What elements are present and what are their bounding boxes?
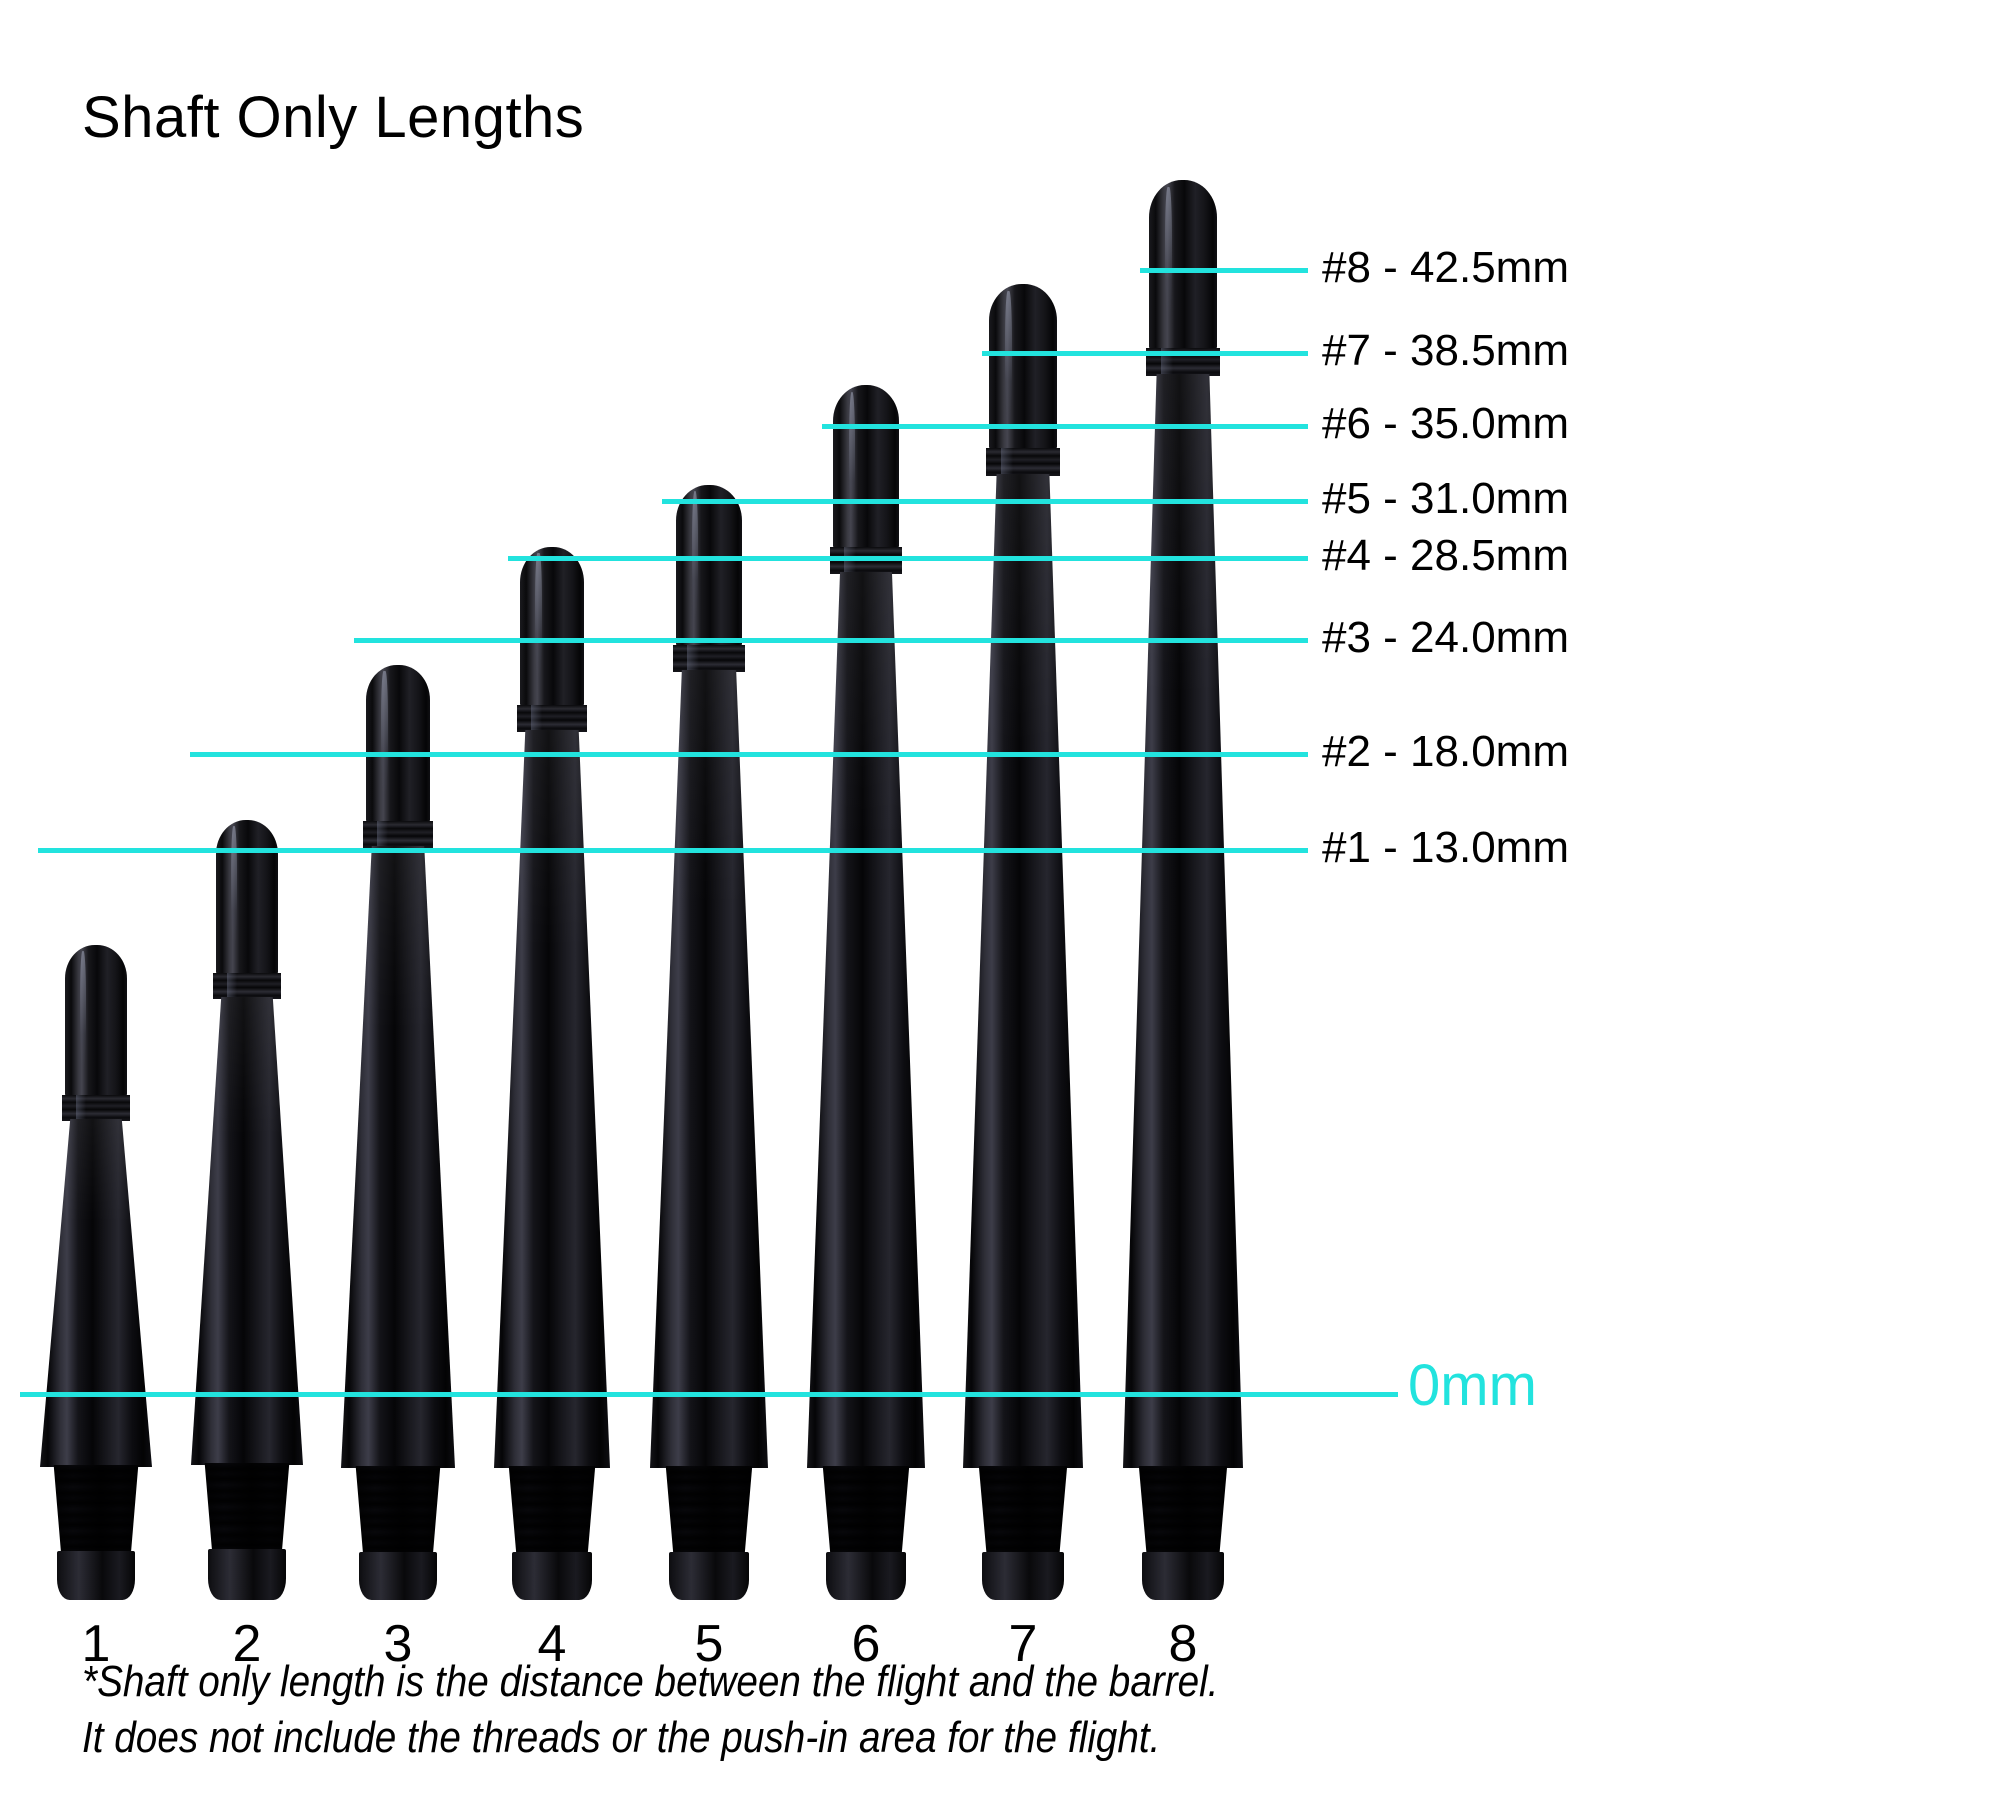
shaft-7-collar — [986, 448, 1060, 476]
shaft-6-tip-cap — [833, 385, 899, 549]
footnote-line-2: It does not include the threads or the p… — [82, 1713, 1161, 1763]
measure-line-2 — [190, 752, 1308, 757]
shaft-1-collar — [62, 1095, 130, 1121]
shaft-7-number: 7 — [1008, 1615, 1038, 1673]
shaft-1-end-cap — [57, 1551, 135, 1600]
shaft-5: 5 — [645, 485, 773, 1673]
measure-label-1: #1 - 13.0mm — [1322, 823, 1569, 872]
shaft-5-threads — [665, 1466, 753, 1554]
shaft-2-number: 2 — [232, 1615, 262, 1673]
shaft-5-body — [650, 670, 768, 1468]
shaft-6-body — [807, 572, 925, 1468]
shaft-8-tip-cap — [1149, 180, 1217, 350]
measure-line-7 — [982, 351, 1308, 356]
measure-label-6: #6 - 35.0mm — [1322, 399, 1569, 448]
shaft-4-number: 4 — [537, 1615, 567, 1673]
shaft-4-end-cap — [512, 1552, 592, 1600]
shaft-2-collar — [213, 973, 281, 999]
shaft-4-collar — [517, 705, 587, 732]
zero-label: 0mm — [1408, 1353, 1537, 1418]
shaft-4-threads — [508, 1466, 596, 1554]
measure-label-3: #3 - 24.0mm — [1322, 613, 1569, 662]
shaft-6: 6 — [802, 385, 930, 1673]
measure-line-6 — [822, 424, 1308, 429]
measure-line-3 — [354, 638, 1308, 643]
shaft-3-collar — [363, 821, 433, 848]
shaft-1-body — [40, 1119, 152, 1467]
measure-line-4 — [508, 556, 1308, 561]
shaft-3-number: 3 — [383, 1615, 413, 1673]
measure-line-5 — [662, 499, 1308, 504]
shaft-1-number: 1 — [81, 1615, 111, 1673]
shaft-3-threads — [355, 1466, 441, 1554]
shaft-5-collar — [673, 645, 745, 672]
shaft-8-threads — [1138, 1466, 1228, 1554]
shaft-3-end-cap — [359, 1552, 437, 1600]
shaft-7: 7 — [958, 284, 1088, 1673]
shaft-6-threads — [822, 1466, 910, 1554]
measure-label-2: #2 - 18.0mm — [1322, 727, 1569, 776]
shaft-3-tip-cap — [366, 665, 430, 823]
shaft-7-threads — [978, 1466, 1068, 1554]
shaft-2-tip-cap — [216, 820, 278, 975]
shaft-6-end-cap — [826, 1552, 906, 1600]
shaft-8-number: 8 — [1168, 1615, 1198, 1673]
shaft-photo-stage: 1 2 3 4 — [34, 180, 1248, 1673]
shaft-5-tip-cap — [676, 485, 742, 647]
shaft-7-body — [963, 474, 1083, 1468]
shaft-1-tip-cap — [65, 945, 127, 1097]
shaft-2-end-cap — [208, 1549, 286, 1600]
measure-label-4: #4 - 28.5mm — [1322, 531, 1569, 580]
footnote-line-1: *Shaft only length is the distance betwe… — [82, 1657, 1219, 1706]
shaft-7-end-cap — [982, 1552, 1064, 1600]
page-title: Shaft Only Lengths — [82, 85, 585, 150]
shaft-6-number: 6 — [851, 1615, 881, 1673]
shaft-8: 8 — [1118, 180, 1248, 1673]
footnote: *Shaft only length is the distance betwe… — [82, 1654, 1219, 1767]
shaft-3-body — [341, 846, 455, 1468]
shaft-8-body — [1123, 374, 1243, 1468]
shaft-8-end-cap — [1142, 1552, 1224, 1600]
measure-label-7: #7 - 38.5mm — [1322, 326, 1569, 375]
shaft-1-threads — [53, 1465, 139, 1553]
measure-label-8: #8 - 42.5mm — [1322, 243, 1569, 292]
zero-baseline — [20, 1392, 1398, 1397]
shaft-2-threads — [204, 1463, 290, 1551]
measure-line-8 — [1140, 268, 1308, 273]
shaft-5-end-cap — [669, 1552, 749, 1600]
shaft-4-body — [494, 730, 610, 1468]
shaft-5-number: 5 — [694, 1615, 724, 1673]
shaft-4-tip-cap — [520, 547, 584, 707]
measure-label-5: #5 - 31.0mm — [1322, 474, 1569, 523]
measure-line-1 — [38, 848, 1308, 853]
shaft-3: 3 — [336, 665, 460, 1673]
shaft-2: 2 — [185, 820, 309, 1673]
shaft-4: 4 — [489, 547, 615, 1673]
shaft-1: 1 — [34, 945, 158, 1673]
